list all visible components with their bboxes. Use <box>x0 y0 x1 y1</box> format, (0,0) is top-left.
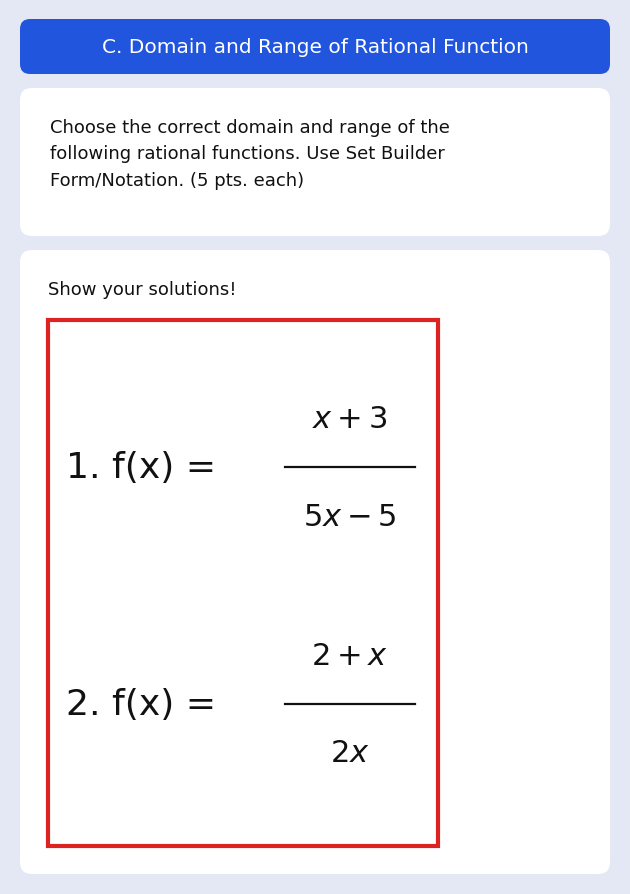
Text: $2x$: $2x$ <box>330 738 370 767</box>
FancyBboxPatch shape <box>20 89 610 237</box>
Text: C. Domain and Range of Rational Function: C. Domain and Range of Rational Function <box>101 38 529 57</box>
Text: $x + 3$: $x + 3$ <box>312 405 387 434</box>
FancyBboxPatch shape <box>20 20 610 75</box>
Text: Choose the correct domain and range of the
following rational functions. Use Set: Choose the correct domain and range of t… <box>50 119 450 190</box>
Text: 2. f(x) =: 2. f(x) = <box>66 687 216 721</box>
Text: $5x-5$: $5x-5$ <box>303 502 397 531</box>
Text: 1. f(x) =: 1. f(x) = <box>66 451 216 485</box>
FancyBboxPatch shape <box>20 250 610 874</box>
Bar <box>48 321 438 846</box>
Text: $2 + x$: $2 + x$ <box>311 641 389 670</box>
Text: Show your solutions!: Show your solutions! <box>48 281 236 299</box>
